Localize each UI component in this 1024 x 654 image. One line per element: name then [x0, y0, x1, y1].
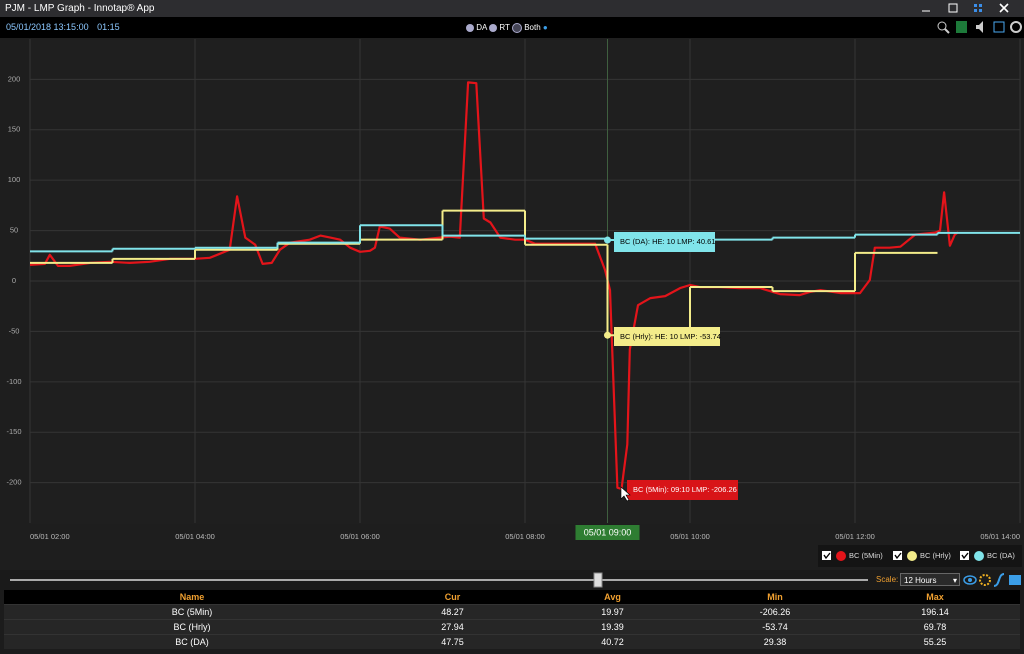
table-row: BC (Hrly) 27.94 19.39 -53.74 69.78: [4, 619, 1020, 634]
table-cell: 27.94: [441, 622, 464, 632]
table-cell: -206.26: [759, 607, 791, 617]
y-tick-label: 100: [8, 175, 21, 184]
tooltip-da: BC (DA): HE: 10 LMP: 40.61: [614, 232, 715, 252]
x-tick-label: 05/01 02:00: [30, 532, 70, 541]
cursor-label-box: [575, 525, 640, 540]
table-cell: 48.27: [441, 607, 464, 617]
table-cell: BC (5Min): [171, 607, 213, 617]
title-bar: PJM - LMP Graph - Innotap® App: [0, 0, 1024, 17]
legend-checkbox: [822, 551, 831, 560]
legend-label: BC (DA): [987, 551, 1015, 560]
legend-checkbox: [893, 551, 902, 560]
legend-label: BC (Hrly): [920, 551, 951, 560]
column-header: Name: [179, 592, 205, 602]
slider-thumb[interactable]: [593, 572, 603, 588]
elapsed: 01:15: [97, 22, 120, 32]
table-cell: 19.97: [601, 607, 624, 617]
legend-swatch: [974, 551, 984, 561]
controls-bar: Scale: 12 Hours ▾: [0, 570, 1024, 590]
tooltip-text: BC (5Min): 09:10 LMP: -206.26: [633, 485, 737, 494]
toolbar: 05/01/2018 13:15:00 01:15 DA RT Both ●: [0, 17, 1024, 38]
x-tick-label: 05/01 14:00: [980, 532, 1020, 541]
table-cell: 29.38: [763, 637, 787, 647]
legend-check: [894, 552, 902, 560]
mode-selector[interactable]: DA RT Both ●: [466, 17, 548, 38]
tooltip-text: BC (DA): HE: 10 LMP: 40.61: [620, 237, 715, 246]
legend-checkbox: [960, 551, 969, 560]
y-tick-label: -100: [6, 377, 21, 386]
time-slider[interactable]: [0, 570, 870, 590]
column-header: Avg: [604, 592, 621, 602]
mode-both[interactable]: Both: [524, 23, 541, 32]
legend: [818, 545, 1022, 567]
cursor-label: 05/01 09:00: [584, 527, 632, 537]
table-cell: BC (Hrly): [173, 622, 211, 632]
y-tick-label: 50: [10, 226, 18, 235]
column-header: Cur: [444, 592, 461, 602]
column-header: Max: [926, 592, 944, 602]
column-header: Min: [767, 592, 783, 602]
chart: -200 -150 -100 -50 0 50 100 150 200 05/01 02:00 05…: [0, 38, 1024, 570]
toolbar-icons[interactable]: [934, 19, 1024, 36]
cursor-point: [604, 331, 611, 339]
mode-rt[interactable]: RT: [499, 23, 510, 32]
table-row: BC (DA) 47.75 40.72 29.38 55.25: [4, 634, 1020, 649]
x-tick-label: 05/01 10:00: [670, 532, 710, 541]
table-row: BC (5Min) 48.27 19.97 -206.26 196.14: [4, 604, 1020, 619]
close[interactable]: [999, 3, 1009, 13]
tooltip-text: BC (Hrly): HE: 10 LMP: -53.74: [620, 332, 721, 341]
legend-check: [961, 552, 969, 560]
table-cell: 69.78: [923, 622, 947, 632]
legend-swatch: [907, 551, 917, 561]
table-cell: 40.72: [601, 637, 624, 647]
cursor-point: [604, 236, 611, 244]
y-tick-label: -200: [6, 478, 21, 487]
x-tick-label: 05/01 08:00: [505, 532, 545, 541]
scale-label: Scale:: [876, 575, 899, 584]
y-tick-label: -50: [9, 326, 20, 335]
stats-table: Name Cur Avg Min Max BC (5Min) 48.27 19.97…: [4, 590, 1020, 649]
mouse-pointer: [620, 486, 631, 502]
scale-select[interactable]: 12 Hours ▾: [900, 573, 960, 586]
y-tick-label: -150: [6, 427, 21, 436]
table-cell: 47.75: [441, 637, 464, 647]
x-tick-label: 05/01 04:00: [175, 532, 215, 541]
table-cell: BC (DA): [175, 637, 209, 647]
legend-label: BC (5Min): [849, 551, 883, 560]
x-tick-label: 05/01 06:00: [340, 532, 380, 541]
legend-check: [823, 552, 831, 560]
timestamp: 05/01/2018 13:15:00: [6, 22, 89, 32]
x-tick-label: 05/01 12:00: [835, 532, 875, 541]
window-controls[interactable]: [914, 0, 1024, 17]
scale-value: 12 Hours: [904, 576, 937, 585]
table-cell: 196.14: [921, 607, 949, 617]
legend-swatch: [836, 551, 846, 561]
y-tick-label: 200: [8, 74, 21, 83]
table-cell: 19.39: [601, 622, 624, 632]
y-tick-label: 0: [12, 276, 16, 285]
tooltip-hrly: BC (Hrly): HE: 10 LMP: -53.74: [614, 327, 721, 346]
table-header: Name Cur Avg Min Max: [4, 590, 1020, 604]
maximize[interactable]: [948, 3, 958, 13]
table-cell: -53.74: [762, 622, 788, 632]
control-icons[interactable]: [962, 572, 1024, 588]
table-cell: 55.25: [923, 637, 947, 647]
mode-da[interactable]: DA: [476, 23, 487, 32]
y-tick-label: 150: [8, 125, 21, 134]
tooltip-5min: BC (5Min): 09:10 LMP: -206.26: [627, 480, 738, 500]
window-title: PJM - LMP Graph - Innotap® App: [5, 3, 155, 14]
